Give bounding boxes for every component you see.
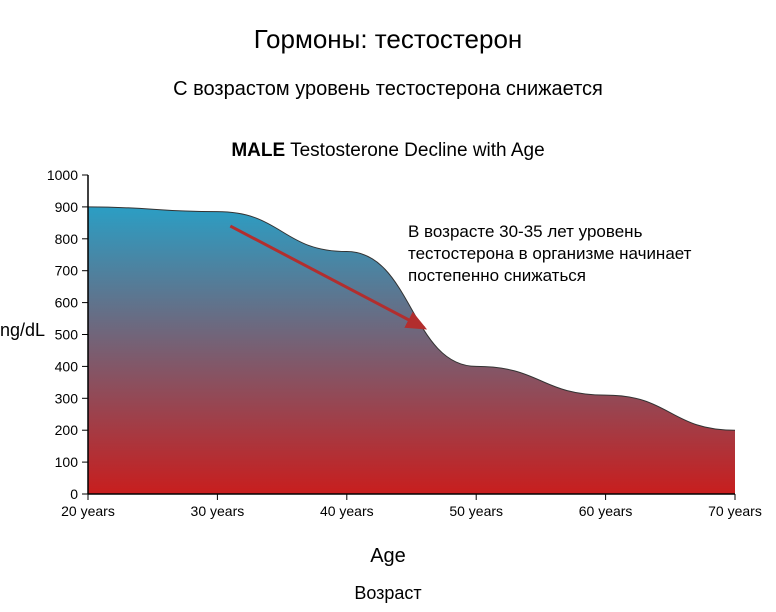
y-tick-label: 1000 bbox=[47, 167, 78, 183]
page-subtitle: С возрастом уровень тестостерона снижает… bbox=[0, 78, 776, 101]
y-tick-label: 400 bbox=[55, 358, 79, 374]
x-tick-label: 70 years bbox=[708, 503, 762, 519]
y-tick-label: 200 bbox=[55, 422, 79, 438]
x-tick-label: 30 years bbox=[191, 503, 245, 519]
y-tick-label: 300 bbox=[55, 390, 79, 406]
y-tick-label: 0 bbox=[70, 486, 78, 502]
y-tick-label: 600 bbox=[55, 295, 79, 311]
chart-annotation: В возрасте 30-35 лет уровень тестостерон… bbox=[408, 221, 708, 287]
y-tick-label: 700 bbox=[55, 263, 79, 279]
y-tick-label: 500 bbox=[55, 327, 79, 343]
testosterone-chart: 0 100 200 300 400 500 600 700 800 900 1000 20 years… bbox=[0, 160, 776, 540]
x-tick-label: 60 years bbox=[579, 503, 633, 519]
x-tick-label: 40 years bbox=[320, 503, 374, 519]
x-tick-label: 50 years bbox=[449, 503, 503, 519]
page-title: Гормоны: тестостерон bbox=[0, 24, 776, 55]
x-axis-label-ru: Возраст bbox=[0, 583, 776, 604]
x-axis-label-en: Age bbox=[0, 545, 776, 568]
chart-title-rest: Testosterone Decline with Age bbox=[285, 140, 544, 161]
chart-title: MALE Testosterone Decline with Age bbox=[0, 140, 776, 162]
chart-title-bold: MALE bbox=[231, 140, 285, 161]
x-tick-label: 20 years bbox=[61, 503, 115, 519]
y-tick-label: 900 bbox=[55, 199, 79, 215]
y-tick-label: 100 bbox=[55, 454, 79, 470]
y-tick-label: 800 bbox=[55, 231, 79, 247]
